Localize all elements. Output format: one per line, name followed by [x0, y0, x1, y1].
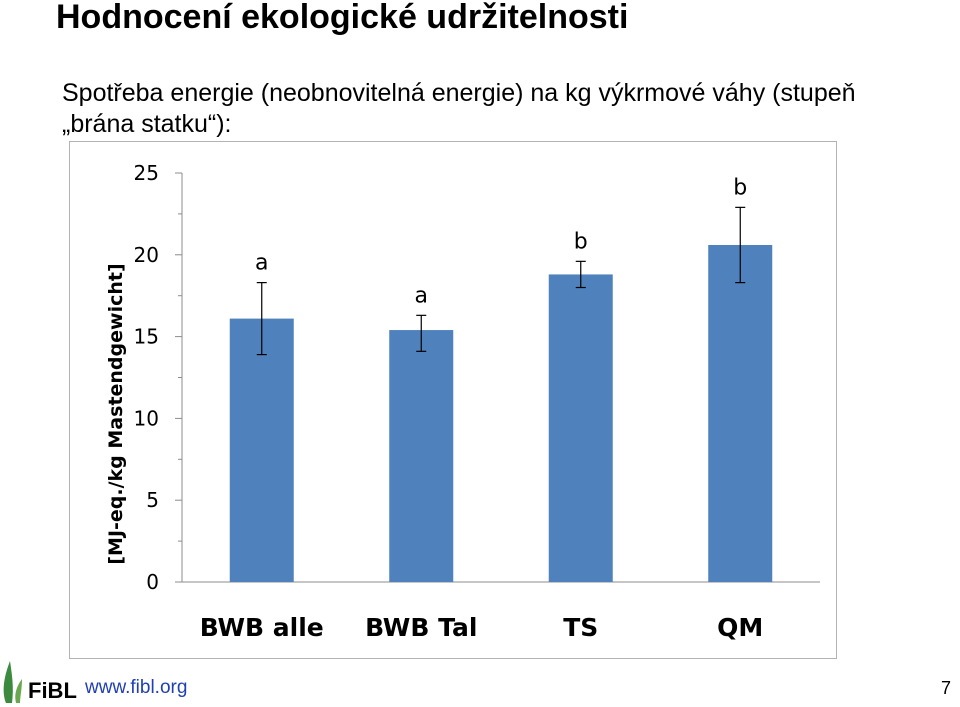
slide-subtitle: Spotřeba energie (neobnovitelná energie)… [62, 78, 960, 140]
bar-1 [229, 318, 294, 582]
category-label: QM [717, 613, 763, 642]
category-label: BWB alle [200, 613, 324, 642]
y-tick-label: 15 [134, 325, 159, 349]
bar-4 [708, 244, 773, 582]
significance-letter: a [255, 251, 268, 276]
significance-letter: b [574, 229, 588, 254]
category-label: TS [563, 613, 598, 642]
y-axis-title: [MJ-eq./kg Mastendgewicht] [105, 263, 127, 564]
logo-text: FiBL [28, 678, 77, 703]
category-label: BWB Tal [365, 613, 477, 642]
fibl-logo: FiBL [3, 661, 77, 703]
y-tick-label: 20 [134, 243, 159, 267]
leaf-icon [3, 661, 22, 703]
chart-frame: [MJ-eq./kg Mastendgewicht] 0 5 10 15 20 25 a BW… [69, 141, 837, 659]
significance-letter: b [733, 175, 747, 200]
subtitle-line-2: „brána statku“): [62, 110, 232, 138]
footer-link[interactable]: www.fibl.org [85, 677, 188, 698]
significance-letter: a [415, 283, 428, 308]
bar-3 [548, 274, 613, 582]
y-tick-label: 25 [134, 161, 159, 185]
y-tick-label: 0 [146, 570, 159, 594]
slide-title: Hodnocení ekologické udržitelnosti [56, 0, 629, 36]
subtitle-line-1: Spotřeba energie (neobnovitelná energie)… [62, 79, 856, 107]
page-number: 7 [940, 678, 951, 698]
y-tick-label: 5 [146, 488, 159, 512]
y-tick-label: 10 [134, 406, 159, 430]
bar-2 [389, 330, 454, 582]
bar-chart: [MJ-eq./kg Mastendgewicht] 0 5 10 15 20 25 a BW… [105, 161, 820, 642]
